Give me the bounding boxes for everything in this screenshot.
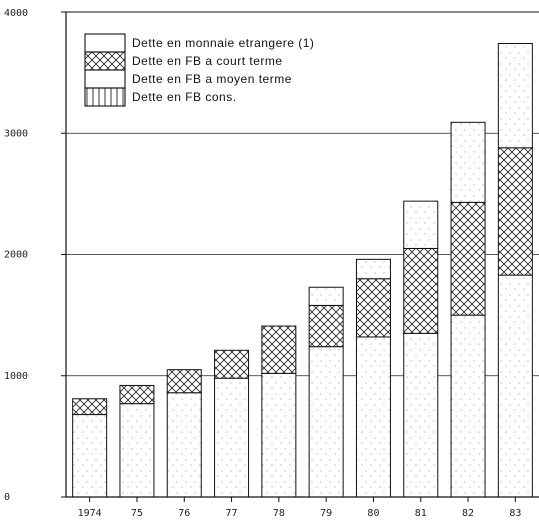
y-axis-ticks: 0 1000 2000 3000 4000: [4, 8, 66, 503]
x-tick-label: 80: [367, 508, 379, 519]
x-tick-label: 82: [462, 508, 474, 519]
bar-segment-79-series-3: [308, 286, 344, 306]
legend-swatch-0: [84, 87, 126, 107]
legend-label: Dette en FB cons.: [132, 90, 237, 104]
bar-segment-81-series-1: [403, 332, 439, 498]
bar-segment-80-series-2: [355, 278, 391, 338]
x-tick-label: 77: [226, 508, 238, 519]
bar-segment-77-series-2: [214, 349, 250, 379]
legend: Dette en monnaie etrangere (1) Dette en F…: [84, 33, 314, 107]
x-tick-label: 1974: [78, 508, 102, 519]
legend-swatch-1: [84, 69, 126, 89]
bar-segment-83-series-3: [497, 43, 533, 149]
legend-swatch-3: [84, 33, 126, 53]
y-tick-label: 3000: [4, 128, 28, 139]
bar-segment-81-series-3: [403, 200, 439, 249]
x-tick-label: 75: [131, 508, 143, 519]
legend-label: Dette en FB a moyen terme: [132, 72, 292, 86]
x-axis-ticks: 1974 75 76 77 78 79 80 81 82 83: [78, 497, 521, 519]
bar-segment-75-series-1: [119, 403, 155, 498]
bar-segment-1974-series-1: [72, 414, 108, 498]
x-tick-label: 79: [320, 508, 332, 519]
bar-segment-78-series-1: [261, 372, 297, 498]
bar-segment-75-series-2: [119, 384, 155, 405]
bar-segment-81-series-2: [403, 247, 439, 334]
y-tick-label: 2000: [4, 250, 28, 261]
bar-segment-83-series-2: [497, 147, 533, 276]
bar-segment-80-series-1: [355, 336, 391, 498]
bar-segment-79-series-2: [308, 304, 344, 348]
bar-segment-82-series-2: [450, 201, 486, 316]
x-tick-label: 83: [509, 508, 521, 519]
x-tick-label: 76: [178, 508, 190, 519]
x-tick-label: 78: [273, 508, 285, 519]
y-tick-label: 1000: [4, 371, 28, 382]
x-tick-label: 81: [415, 508, 427, 519]
legend-label: Dette en monnaie etrangere (1): [132, 36, 314, 50]
bar-segment-83-series-1: [497, 274, 533, 498]
bar-segment-79-series-1: [308, 346, 344, 498]
legend-swatch-2: [84, 51, 126, 71]
y-tick-label: 0: [4, 492, 10, 503]
bar-segment-82-series-3: [450, 121, 486, 203]
legend-label: Dette en FB a court terme: [132, 54, 283, 68]
bar-segment-1974-series-2: [72, 398, 108, 416]
bars: [72, 43, 533, 498]
y-tick-label: 4000: [4, 8, 28, 19]
bar-segment-77-series-1: [214, 377, 250, 498]
bar-segment-76-series-1: [166, 392, 202, 498]
bar-segment-82-series-1: [450, 314, 486, 498]
bar-segment-78-series-2: [261, 325, 297, 374]
bar-segment-76-series-2: [166, 369, 202, 394]
bar-segment-80-series-3: [355, 258, 391, 280]
